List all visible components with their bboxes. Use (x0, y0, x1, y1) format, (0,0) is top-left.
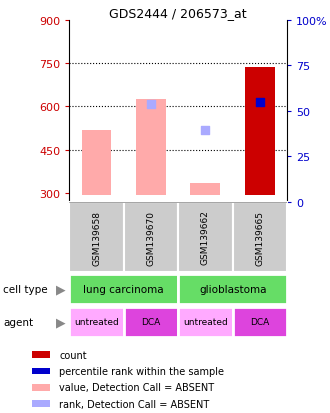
Bar (82, 130, 112, 195)
Point (257, 100, 263, 106)
Bar (178, 274, 287, 304)
Bar (69, 307, 124, 337)
Bar (136, 100, 166, 195)
Bar (69, 202, 124, 273)
Text: untreated: untreated (183, 318, 228, 327)
Text: lung carcinoma: lung carcinoma (83, 284, 164, 294)
Bar (124, 307, 178, 337)
Text: GSM139662: GSM139662 (201, 210, 210, 265)
Bar (32, 368, 50, 374)
Text: cell type: cell type (3, 284, 48, 294)
Text: GSM139658: GSM139658 (92, 210, 101, 265)
Bar (190, 184, 220, 195)
Text: GSM139670: GSM139670 (147, 210, 155, 265)
Bar (245, 68, 275, 195)
Bar (178, 307, 233, 337)
Text: count: count (59, 350, 87, 360)
Text: GSM139665: GSM139665 (255, 210, 264, 265)
Bar (32, 400, 50, 407)
Text: DCA: DCA (141, 318, 161, 327)
Bar (32, 351, 50, 358)
Bar (124, 202, 178, 273)
Text: rank, Detection Call = ABSENT: rank, Detection Call = ABSENT (59, 399, 209, 408)
Text: ▶: ▶ (56, 282, 66, 296)
Bar (69, 274, 178, 304)
Text: untreated: untreated (74, 318, 119, 327)
Text: agent: agent (3, 317, 33, 327)
Bar (233, 307, 287, 337)
Point (148, 101, 154, 108)
Bar (233, 202, 287, 273)
Text: percentile rank within the sample: percentile rank within the sample (59, 366, 224, 376)
Point (203, 127, 208, 133)
Text: glioblastoma: glioblastoma (199, 284, 266, 294)
Text: value, Detection Call = ABSENT: value, Detection Call = ABSENT (59, 382, 214, 392)
Title: GDS2444 / 206573_at: GDS2444 / 206573_at (109, 7, 247, 19)
Bar (178, 202, 233, 273)
Text: ▶: ▶ (56, 316, 66, 329)
Bar (32, 384, 50, 391)
Text: DCA: DCA (250, 318, 270, 327)
